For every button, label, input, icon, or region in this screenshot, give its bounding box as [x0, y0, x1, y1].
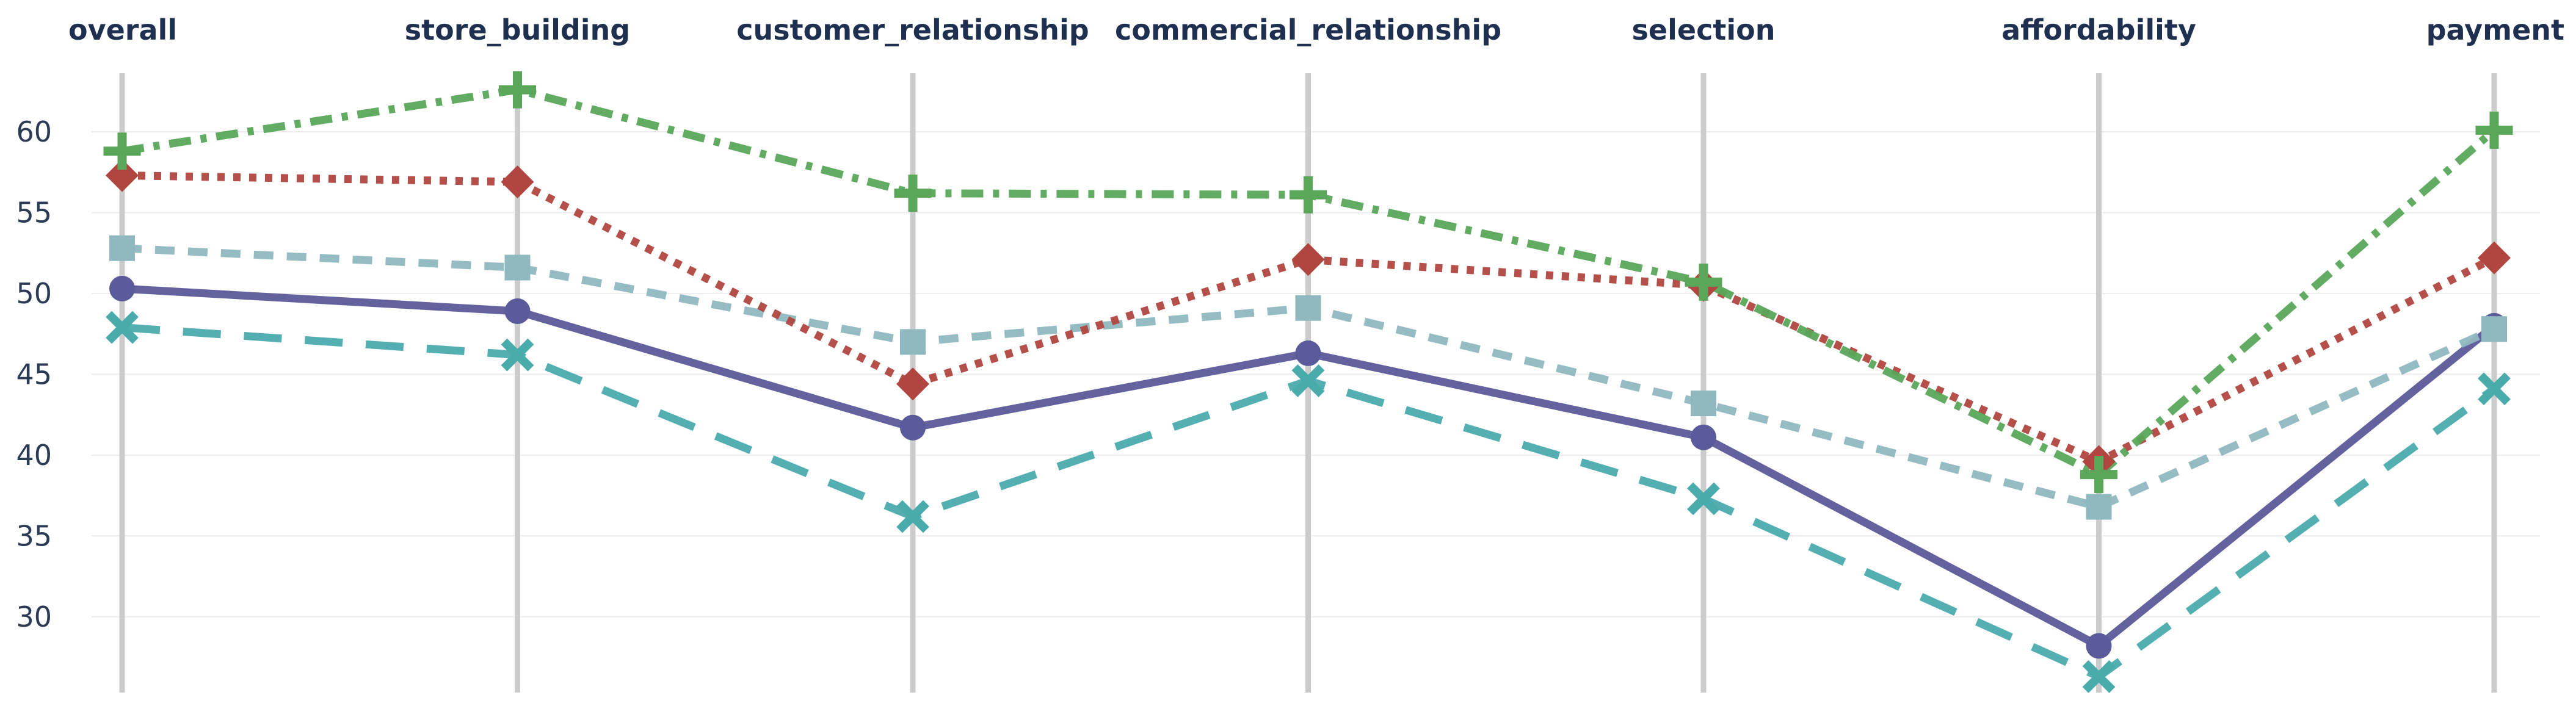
data-point-marker: [2080, 456, 2117, 494]
data-point-marker: [2481, 316, 2507, 342]
data-point-marker: [2478, 372, 2511, 406]
data-point-marker: [501, 165, 534, 199]
data-point-marker: [2082, 660, 2116, 693]
y-tick-label: 55: [16, 196, 52, 229]
horizontal-gridlines: [92, 131, 2540, 618]
category-label: overall: [68, 13, 177, 46]
category-label: payment: [2426, 13, 2564, 46]
series-markers: [103, 71, 2513, 693]
data-point-marker: [900, 329, 926, 355]
category-label: customer_relationship: [736, 13, 1089, 46]
data-point-marker: [501, 338, 534, 372]
y-tick-label: 50: [16, 277, 52, 310]
y-tick-label: 35: [16, 519, 52, 552]
y-tick-label: 60: [16, 115, 52, 148]
data-point-marker: [2478, 241, 2511, 275]
data-point-marker: [106, 159, 139, 192]
data-point-marker: [896, 500, 929, 533]
category-label: affordability: [2001, 13, 2196, 46]
y-tick-label: 45: [16, 358, 52, 391]
data-point-marker: [2086, 494, 2112, 520]
data-point-marker: [1291, 364, 1325, 397]
data-point-marker: [1295, 340, 1321, 366]
data-point-marker: [1291, 243, 1325, 276]
data-point-marker: [1290, 176, 1327, 214]
data-point-marker: [896, 367, 929, 401]
data-point-marker: [894, 175, 932, 212]
category-label: commercial_relationship: [1115, 13, 1501, 46]
data-point-marker: [106, 311, 139, 344]
category-label: selection: [1632, 13, 1776, 46]
data-point-marker: [109, 235, 135, 261]
data-point-marker: [1685, 263, 1722, 301]
y-tick-labels: 30 35 40 45 50 55 60: [16, 115, 52, 633]
data-point-marker: [2475, 111, 2513, 149]
y-tick-label: 40: [16, 439, 52, 472]
data-point-marker: [2086, 633, 2112, 659]
data-point-marker: [1691, 424, 1716, 450]
data-point-marker: [900, 414, 926, 441]
category-labels: overall store_building customer_relationsh…: [68, 13, 2564, 46]
data-point-marker: [499, 71, 536, 109]
data-point-marker: [504, 298, 531, 325]
category-label: store_building: [405, 13, 630, 46]
data-point-marker: [1295, 295, 1321, 321]
data-point-marker: [103, 132, 141, 170]
data-point-marker: [504, 254, 531, 281]
data-point-marker: [1687, 482, 1720, 516]
y-tick-label: 30: [16, 600, 52, 633]
data-point-marker: [1691, 391, 1716, 417]
data-point-marker: [109, 275, 135, 301]
